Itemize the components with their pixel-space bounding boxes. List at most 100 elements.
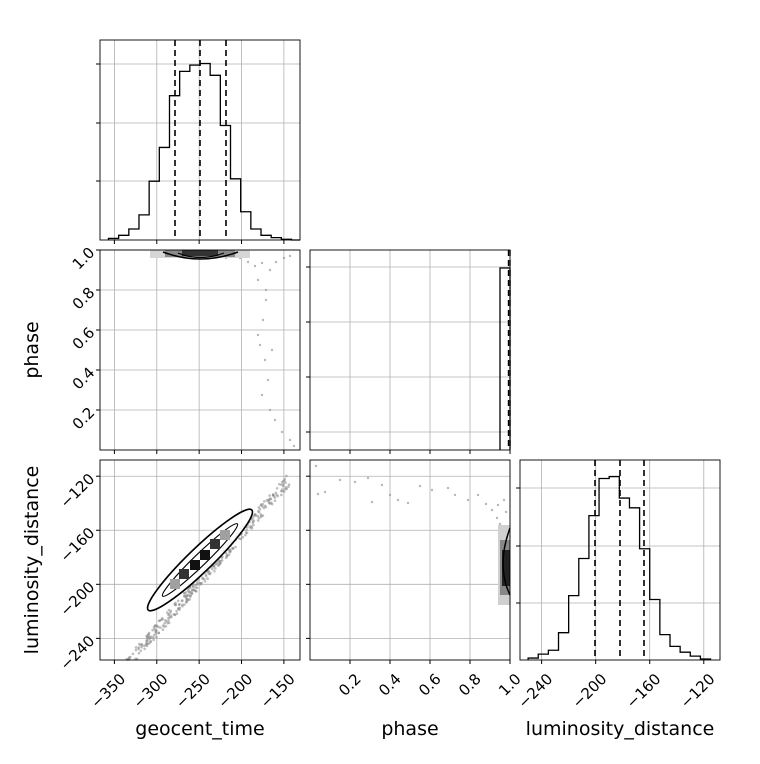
geocent-time-histogram-step [107,62,300,241]
luminosity-distance-histogram-step [527,475,712,660]
p31-density-cell [179,569,189,579]
p31-scatter-point [161,628,165,632]
p31-scatter-point [194,586,197,589]
p31-scatter-point [182,595,186,598]
p31-scatter-point [268,494,271,497]
p31-scatter-point [257,516,261,520]
p21-scatter-point [258,343,262,347]
p21-tick-label: 0.4 [69,364,99,394]
h2-frame [309,249,511,451]
p21-density-fill [182,250,218,256]
p32-scatter-point [388,493,392,497]
p31-scatter-point [282,490,286,493]
p32-scatter-point [316,492,320,496]
p21-scatter-point [266,378,270,382]
p31-scatter-point [186,588,190,591]
p31-scatter-point [259,513,263,516]
p31-scatter-point [146,633,150,636]
p32-tick-label: 0.8 [455,670,485,700]
p31-scatter-point [167,608,171,612]
p31-scatter-point [188,598,192,601]
p31-scatter-point [287,485,290,489]
p21-tick-label: 0.8 [69,284,99,314]
p31-scatter-point [155,635,158,639]
p21-contour [177,252,225,259]
p31-scatter-point [167,619,170,622]
p32-scatter-point [338,478,342,482]
p31-scatter-point [185,599,188,602]
p31-tick-label: −150 [257,670,299,712]
p31-scatter-point [175,612,179,615]
p31-scatter-point [267,500,270,503]
p31-scatter-point [213,569,216,573]
p31-scatter-point [249,524,253,528]
p32-scatter-point [466,498,470,502]
p31-scatter-point [161,616,164,620]
p31-density-cell [190,560,200,570]
p31-scatter-point [178,603,181,606]
p31-scatter-point [151,628,154,632]
p31-scatter-point [152,633,156,637]
p31-scatter-point [256,514,260,518]
p31-scatter-point [137,651,141,655]
p31-scatter-point [169,614,173,617]
p31-scatter-point [159,626,162,629]
p32-scatter-point [370,500,374,504]
p31-scatter-point [285,474,288,478]
p31-scatter-point [275,493,278,497]
p31-scatter-point [218,559,222,563]
p32-scatter-point [353,480,357,484]
h3-tick-label: −160 [623,670,665,712]
p21-scatter-point [264,288,268,292]
p31-scatter-point [208,572,212,576]
p32-tick-label: 0.6 [415,670,445,700]
p32-scatter-point [496,503,500,507]
p32-scatter-point [490,508,494,512]
p32-contour [502,527,511,596]
p21-scatter-point [268,268,272,272]
p31-scatter-point [167,612,170,616]
p31-scatter-point [245,525,249,529]
p31-scatter-point [250,527,254,530]
p21-scatter-point [270,348,274,352]
p31-scatter-point [188,594,192,598]
p32-tick-label: 0.4 [375,670,405,700]
luminosity-distance-xlabel: luminosity_distance [526,718,715,740]
p31-scatter-point [177,607,180,610]
p31-scatter-point [262,506,266,510]
p32-scatter-point [430,488,434,492]
p31-scatter-point [206,570,209,574]
p32-scatter-point [406,501,410,505]
p31-scatter-point [269,497,272,500]
p21-scatter-point [260,261,264,265]
p31-scatter-point [228,548,232,551]
p32-scatter-point [396,498,400,502]
p31-scatter-point [161,624,165,627]
p21-scatter-point [264,298,268,302]
p31-scatter-point [263,504,267,508]
p21-scatter-point [292,444,296,448]
p31-scatter-point [172,613,175,616]
p32-tick-label: 0.2 [335,670,365,700]
p31-scatter-point [163,622,166,625]
p31-scatter-point [218,562,222,565]
p32-scatter-point [498,522,502,526]
p31-scatter-point [139,649,143,653]
p31-scatter-point [143,647,146,651]
p32-scatter-point [484,502,488,506]
phase-ylabel: phase [21,321,43,378]
p31-scatter-point [147,637,151,640]
p31-scatter-point [282,482,285,486]
p31-scatter-point [157,631,160,635]
h1-frame [99,39,301,241]
p32-scatter-point [366,476,370,480]
p31-scatter-point [251,517,254,520]
p31-scatter-point [273,496,277,499]
p31-scatter-point [149,640,153,644]
p31-scatter-point [268,502,272,505]
h3-tick-label: −200 [569,670,611,712]
p31-scatter-point [167,621,171,624]
p31-density-cell [220,530,230,540]
